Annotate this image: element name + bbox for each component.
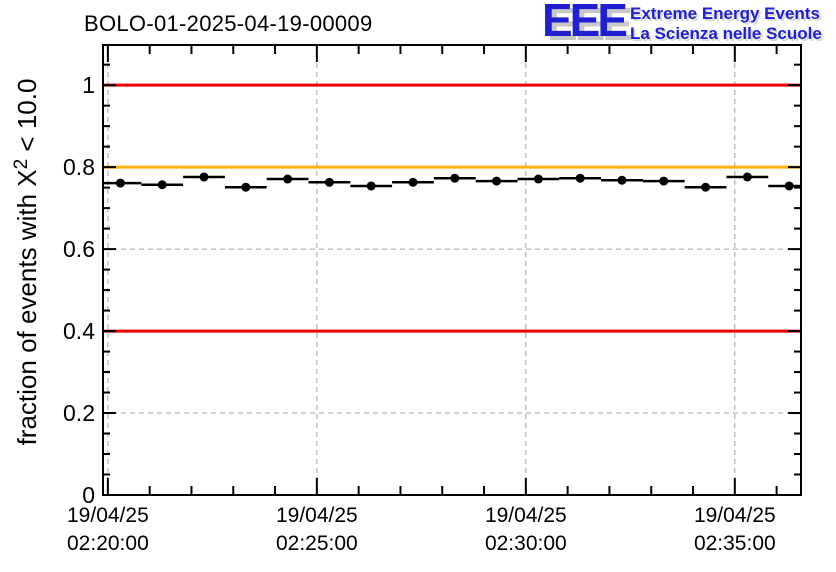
data-point	[241, 182, 251, 192]
eee-logo: EEE Extreme Energy Events La Scienza nel…	[540, 0, 836, 48]
data-point	[366, 181, 376, 191]
x-tick-labels: 19/04/25 02:20:00 19/04/25 02:25:00 19/04/25…	[67, 504, 776, 555]
data-point	[283, 174, 293, 184]
data-point	[659, 176, 669, 186]
y-tick-label: 1	[82, 72, 95, 98]
x-tick-label-time: 02:30:00	[485, 532, 567, 555]
eee-logo-taglines: Extreme Energy Events La Scienza nelle S…	[630, 4, 822, 44]
data-point	[784, 181, 794, 191]
eee-logo-acronym: EEE	[542, 0, 628, 46]
x-tick-label-date: 19/04/25	[694, 504, 776, 527]
y-tick-label: 0	[82, 482, 95, 508]
plot-frame	[102, 44, 802, 496]
data-point	[575, 173, 585, 183]
y-axis-title: fraction of events with X2 < 10.0	[11, 79, 42, 446]
data-point	[742, 172, 752, 182]
data-point	[492, 176, 502, 186]
x-tick-label-time: 02:20:00	[67, 532, 149, 555]
reference-lines	[103, 83, 801, 333]
x-tick-label-date: 19/04/25	[276, 504, 358, 527]
data-series-chi2-fraction	[104, 172, 800, 192]
axis-ticks	[103, 45, 801, 496]
data-point	[701, 182, 711, 192]
data-point	[115, 178, 125, 188]
y-tick-label: 0.6	[63, 236, 95, 262]
eee-logo-tagline-2: La Scienza nelle Scuole	[630, 24, 822, 43]
data-point	[157, 180, 167, 190]
gridlines	[103, 45, 801, 495]
x-tick-label-date: 19/04/25	[485, 504, 567, 527]
data-point	[617, 175, 627, 185]
x-tick-label-time: 02:25:00	[276, 532, 358, 555]
eee-logo-tagline-1: Extreme Energy Events	[630, 4, 820, 23]
data-point	[450, 173, 460, 183]
data-point	[324, 177, 334, 187]
y-tick-labels: 0 0.2 0.4 0.6 0.8 1	[63, 72, 95, 508]
data-point	[199, 172, 209, 182]
x-tick-label-time: 02:35:00	[694, 532, 776, 555]
plot-title: BOLO-01-2025-04-19-00009	[84, 11, 373, 36]
y-tick-label: 0.8	[63, 154, 95, 180]
x-tick-label-date: 19/04/25	[67, 504, 149, 527]
y-tick-label: 0.4	[63, 318, 95, 344]
y-tick-label: 0.2	[63, 400, 95, 426]
data-point	[533, 174, 543, 184]
data-point	[408, 177, 418, 187]
